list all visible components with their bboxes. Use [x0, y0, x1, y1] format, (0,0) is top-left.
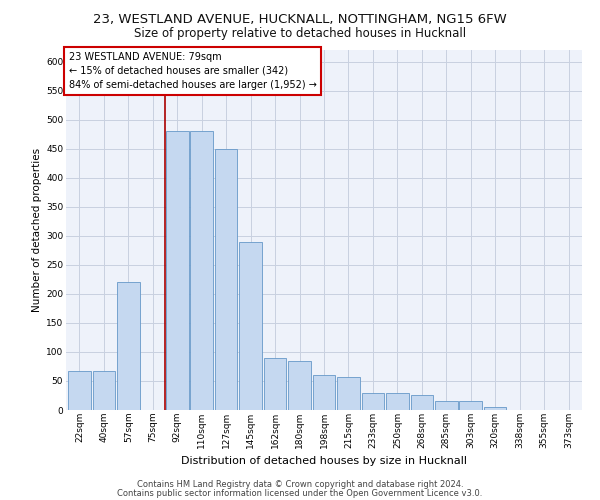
Bar	[68, 370, 91, 410]
Bar	[460, 402, 482, 410]
Bar	[362, 392, 384, 410]
Bar	[435, 402, 458, 410]
Bar	[166, 132, 188, 410]
Bar	[190, 132, 213, 410]
Text: 23, WESTLAND AVENUE, HUCKNALL, NOTTINGHAM, NG15 6FW: 23, WESTLAND AVENUE, HUCKNALL, NOTTINGHA…	[93, 12, 507, 26]
Bar	[239, 242, 262, 410]
Bar	[288, 360, 311, 410]
X-axis label: Distribution of detached houses by size in Hucknall: Distribution of detached houses by size …	[181, 456, 467, 466]
Bar	[386, 392, 409, 410]
Bar	[215, 148, 238, 410]
Text: Size of property relative to detached houses in Hucknall: Size of property relative to detached ho…	[134, 28, 466, 40]
Bar	[92, 370, 115, 410]
Bar	[484, 407, 506, 410]
Text: Contains public sector information licensed under the Open Government Licence v3: Contains public sector information licen…	[118, 489, 482, 498]
Bar	[264, 358, 286, 410]
Bar	[337, 377, 360, 410]
Text: Contains HM Land Registry data © Crown copyright and database right 2024.: Contains HM Land Registry data © Crown c…	[137, 480, 463, 489]
Bar	[410, 396, 433, 410]
Y-axis label: Number of detached properties: Number of detached properties	[32, 148, 42, 312]
Bar	[117, 282, 140, 410]
Bar	[313, 375, 335, 410]
Text: 23 WESTLAND AVENUE: 79sqm
← 15% of detached houses are smaller (342)
84% of semi: 23 WESTLAND AVENUE: 79sqm ← 15% of detac…	[68, 52, 316, 90]
